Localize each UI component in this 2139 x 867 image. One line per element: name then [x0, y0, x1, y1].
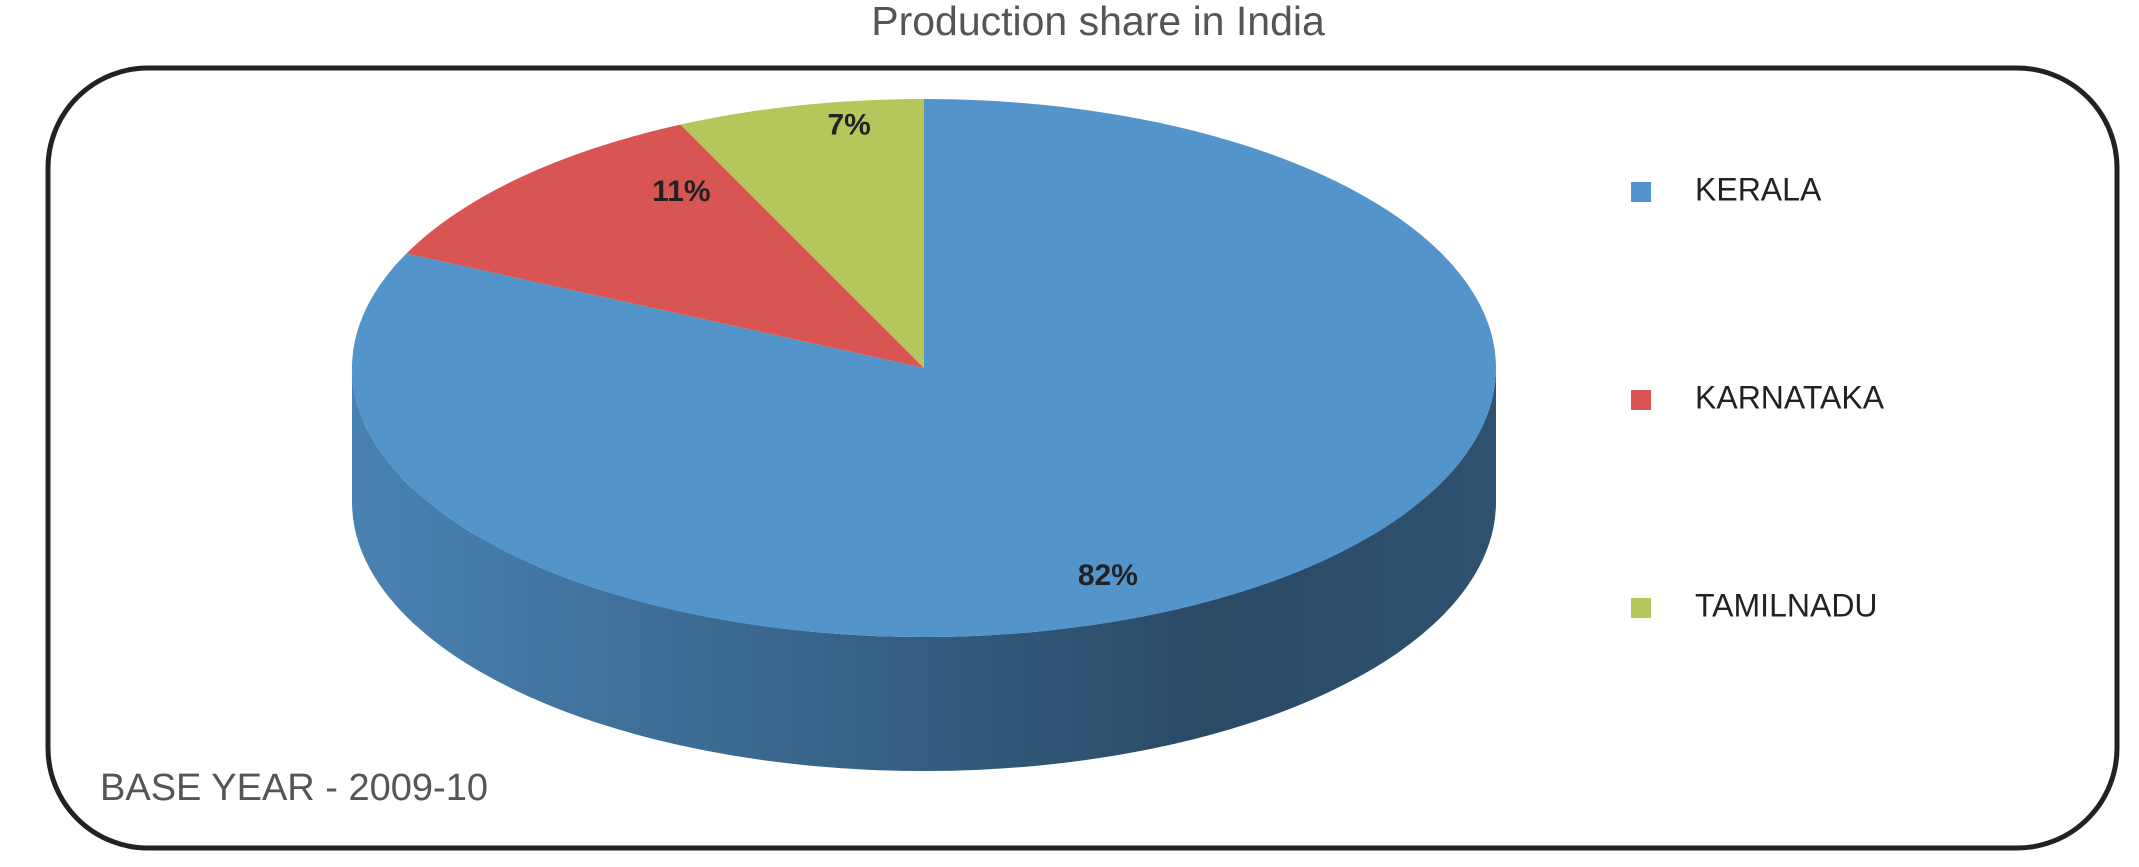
annotation: BASE YEAR - 2009-10	[100, 767, 488, 809]
slice	[680, 99, 924, 368]
frame	[45, 65, 2120, 851]
slice	[406, 124, 924, 368]
legend-label: TAMILNADU	[1695, 587, 1878, 623]
data-label: 82%	[1078, 559, 1138, 592]
legend-label: KARNATAKA	[1695, 379, 1885, 415]
legend-label: KERALA	[1695, 171, 1822, 207]
legend-swatch	[1631, 598, 1651, 618]
pie: 82% 11% 7%	[352, 99, 1496, 771]
data-label: 11%	[652, 175, 710, 208]
legend-swatch	[1631, 182, 1651, 202]
legend: KERALA KARNATAKA TAMILNADU	[1631, 171, 1885, 623]
data-label: 7%	[827, 108, 870, 141]
slice	[352, 99, 1496, 638]
shade	[352, 368, 1496, 771]
chart-title: Production share in India	[871, 0, 1325, 44]
legend-swatch	[1631, 390, 1651, 410]
